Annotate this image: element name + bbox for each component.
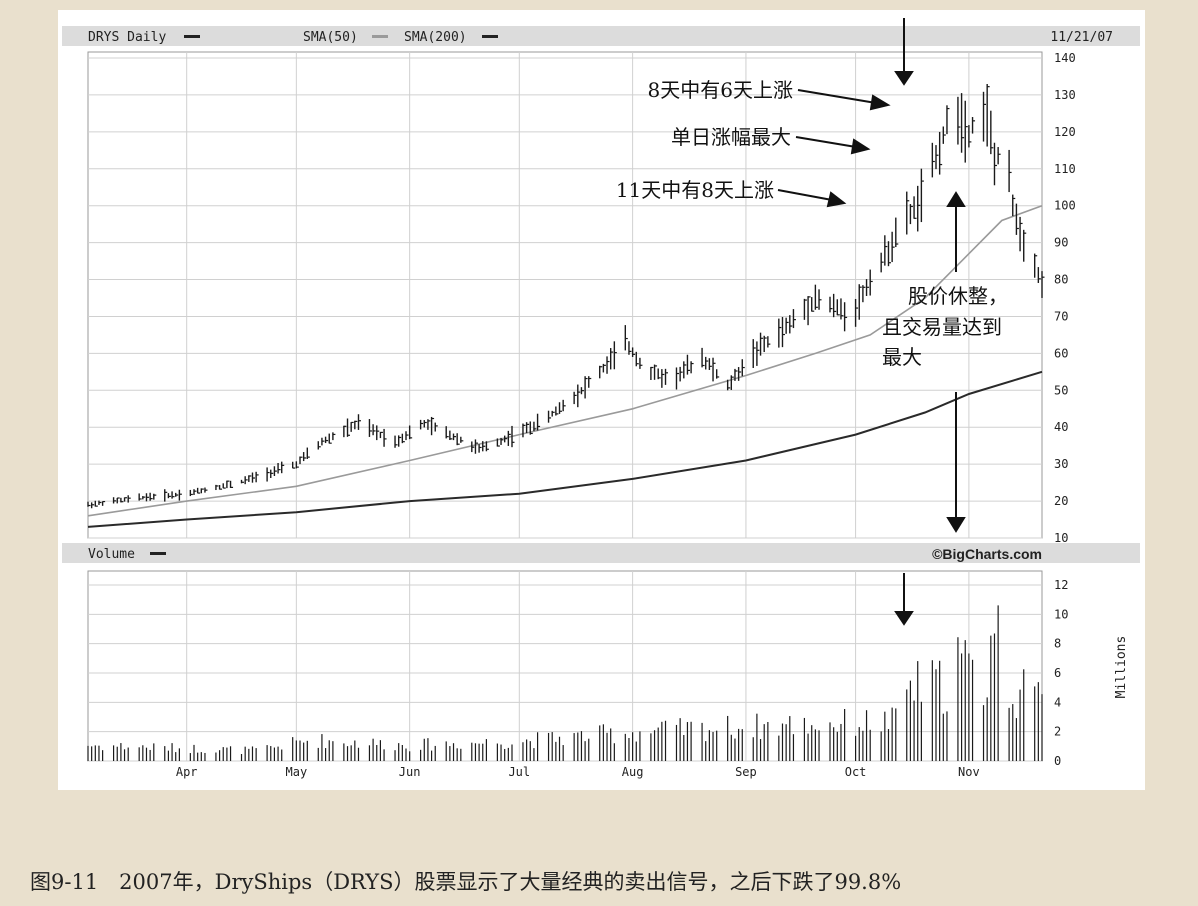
x-tick-label: Jun xyxy=(399,765,421,779)
x-tick-label: Jul xyxy=(508,765,530,779)
x-axis: Apr May Jun Jul Aug Sep Oct Nov xyxy=(176,765,980,779)
volume-label: Volume xyxy=(88,547,135,562)
volume-y-axis: 0 2 4 6 8 10 12 xyxy=(1054,578,1068,768)
ticker-legend-swatch xyxy=(184,35,200,38)
volume-legend-swatch xyxy=(150,552,166,555)
price-bars xyxy=(87,84,1045,509)
price-y-tick-label: 110 xyxy=(1054,162,1076,176)
x-tick-label: Apr xyxy=(176,765,198,779)
arrow-a2-shaft xyxy=(795,136,857,148)
volume-plot-area xyxy=(87,570,1043,762)
bigcharts-watermark: ©BigCharts.com xyxy=(932,546,1042,562)
chart-svg: DRYS Daily SMA(50) SMA(200) 11/21/07 10 2… xyxy=(62,18,1140,779)
volume-y-tick-label: 2 xyxy=(1054,725,1061,739)
annotation-largest-daily-gain: 单日涨幅最大 xyxy=(671,125,791,149)
top-down-arrow-head xyxy=(894,71,914,86)
sma50-line xyxy=(87,204,1043,517)
price-y-tick-label: 80 xyxy=(1054,273,1068,287)
annotation-8-of-11-days-up: 11天中有8天上涨 xyxy=(616,178,774,202)
annotation-consolidation-line3: 最大 xyxy=(882,345,922,369)
price-y-tick-label: 40 xyxy=(1054,420,1068,434)
price-y-tick-label: 50 xyxy=(1054,383,1068,397)
arrow-down-consolidation-head xyxy=(946,517,966,533)
price-y-tick-label: 90 xyxy=(1054,236,1068,250)
arrow-a1-head xyxy=(869,94,891,111)
volume-grid xyxy=(88,571,1042,762)
volume-bars xyxy=(87,605,1043,761)
arrow-a3-shaft xyxy=(777,189,833,201)
volume-y-tick-label: 6 xyxy=(1054,666,1061,680)
price-y-tick-label: 10 xyxy=(1054,531,1068,545)
arrow-a3-head xyxy=(826,191,847,208)
volume-header-band xyxy=(62,543,1140,563)
figure-caption: 图9-11 2007年，DryShips（DRYS）股票显示了大量经典的卖出信号… xyxy=(30,870,902,894)
annotation-consolidation-line1: 股价休整， xyxy=(908,284,1008,308)
price-grid xyxy=(88,52,1042,539)
volume-y-tick-label: 0 xyxy=(1054,754,1061,768)
ticker-label: DRYS Daily xyxy=(88,30,166,45)
price-y-tick-label: 60 xyxy=(1054,346,1068,360)
x-tick-label: Aug xyxy=(622,765,644,779)
sma50-legend-swatch xyxy=(372,35,388,38)
volume-y-axis-label: Millions xyxy=(1114,636,1129,699)
x-tick-label: May xyxy=(286,765,308,779)
volume-y-tick-label: 4 xyxy=(1054,695,1061,709)
price-y-tick-label: 120 xyxy=(1054,125,1076,139)
x-tick-label: Oct xyxy=(845,765,867,779)
price-y-tick-label: 70 xyxy=(1054,309,1068,323)
arrow-a2-head xyxy=(850,138,871,155)
price-y-tick-label: 140 xyxy=(1054,51,1076,65)
x-tick-label: Nov xyxy=(958,765,980,779)
arrow-a1-shaft xyxy=(797,89,877,104)
price-y-tick-label: 100 xyxy=(1054,199,1076,213)
price-y-tick-label: 20 xyxy=(1054,494,1068,508)
sma200-line xyxy=(87,370,1043,528)
sma200-legend-swatch xyxy=(482,35,498,38)
sma50-legend-label: SMA(50) xyxy=(303,30,358,45)
volume-arrow-head xyxy=(894,611,914,626)
price-header-band xyxy=(62,26,1140,46)
chart-frame: DRYS Daily SMA(50) SMA(200) 11/21/07 10 2… xyxy=(58,10,1145,790)
price-y-tick-label: 30 xyxy=(1054,457,1068,471)
sma200-legend-label: SMA(200) xyxy=(404,30,467,45)
volume-y-tick-label: 12 xyxy=(1054,578,1068,592)
price-plot-area xyxy=(87,51,1043,539)
volume-y-tick-label: 10 xyxy=(1054,607,1068,621)
price-y-tick-label: 130 xyxy=(1054,88,1076,102)
x-tick-label: Sep xyxy=(735,765,757,779)
volume-y-tick-label: 8 xyxy=(1054,637,1061,651)
annotation-consolidation-line2: 且交易量达到 xyxy=(882,315,1002,339)
arrow-up-consolidation-head xyxy=(946,191,966,207)
annotation-8-of-6-days-up: 8天中有6天上涨 xyxy=(648,78,793,102)
price-y-axis: 10 20 30 40 50 60 70 80 90 100 110 120 130 140 xyxy=(1054,51,1076,545)
chart-date: 11/21/07 xyxy=(1050,30,1113,45)
